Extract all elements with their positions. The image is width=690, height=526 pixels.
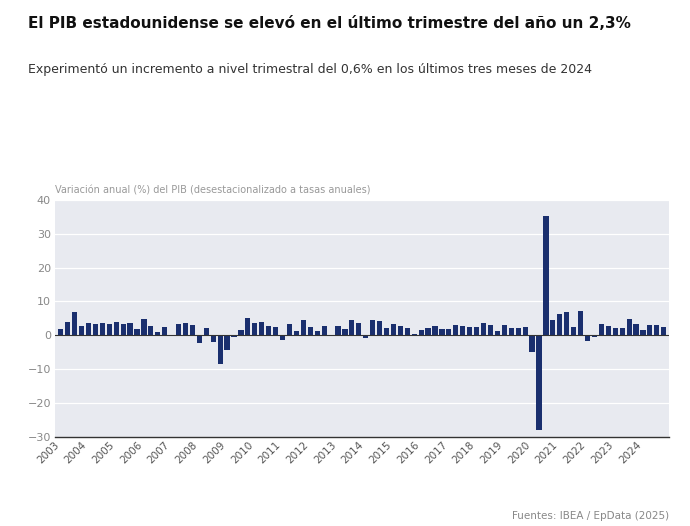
Bar <box>627 319 632 335</box>
Text: Fuentes: IBEA / EpData (2025): Fuentes: IBEA / EpData (2025) <box>512 511 669 521</box>
Bar <box>412 334 417 335</box>
Bar <box>613 328 618 335</box>
Bar <box>606 326 611 335</box>
Bar <box>287 325 292 335</box>
Bar <box>315 331 319 335</box>
Bar <box>245 318 250 335</box>
Bar <box>370 320 375 335</box>
Bar <box>363 335 368 338</box>
Bar <box>453 325 458 335</box>
Bar <box>335 326 341 335</box>
Bar <box>253 322 257 335</box>
Bar <box>322 326 327 335</box>
Text: Variación anual (%) del PIB (desestacionalizado a tasas anuales): Variación anual (%) del PIB (desestacion… <box>55 185 371 195</box>
Bar <box>509 328 514 335</box>
Bar <box>349 320 355 335</box>
Bar <box>550 320 555 335</box>
Bar <box>273 327 278 335</box>
Bar <box>578 311 583 335</box>
Bar <box>190 325 195 335</box>
Bar <box>460 326 465 335</box>
Bar <box>377 321 382 335</box>
Bar <box>259 322 264 335</box>
Bar <box>356 323 362 335</box>
Bar <box>585 335 590 340</box>
Bar <box>661 327 667 335</box>
Bar <box>446 329 451 335</box>
Bar <box>280 335 285 340</box>
Bar <box>640 330 646 335</box>
Bar <box>433 326 437 335</box>
Bar <box>100 323 105 335</box>
Bar <box>65 322 70 335</box>
Bar <box>419 330 424 335</box>
Bar <box>79 326 84 335</box>
Bar <box>495 331 500 335</box>
Bar <box>294 331 299 335</box>
Bar <box>515 328 521 335</box>
Bar <box>592 335 597 337</box>
Bar <box>391 325 396 335</box>
Bar <box>564 312 569 335</box>
Bar <box>536 335 542 430</box>
Bar <box>558 314 562 335</box>
Bar <box>522 327 528 335</box>
Bar <box>488 325 493 335</box>
Bar <box>92 325 98 335</box>
Bar <box>128 323 132 335</box>
Bar <box>620 328 624 335</box>
Bar <box>238 330 244 335</box>
Bar <box>183 323 188 335</box>
Bar <box>467 327 472 335</box>
Bar <box>529 335 535 352</box>
Bar <box>176 325 181 335</box>
Bar <box>301 320 306 335</box>
Bar <box>114 322 119 335</box>
Bar <box>121 323 126 335</box>
Bar <box>384 328 389 335</box>
Bar <box>654 325 660 335</box>
Bar <box>210 335 216 342</box>
Bar <box>308 327 313 335</box>
Bar <box>155 332 160 335</box>
Bar <box>86 323 91 335</box>
Bar <box>58 329 63 335</box>
Bar <box>474 327 480 335</box>
Bar <box>72 312 77 335</box>
Bar <box>162 327 167 335</box>
Bar <box>217 335 223 363</box>
Bar <box>148 326 153 335</box>
Bar <box>197 335 202 343</box>
Bar <box>224 335 230 350</box>
Bar <box>397 326 403 335</box>
Bar <box>204 328 209 335</box>
Bar <box>405 328 410 335</box>
Bar <box>633 323 639 335</box>
Bar <box>426 328 431 335</box>
Bar <box>135 329 139 335</box>
Bar <box>571 327 576 335</box>
Bar <box>481 323 486 335</box>
Bar <box>440 329 444 335</box>
Text: Experimentó un incremento a nivel trimestral del 0,6% en los últimos tres meses : Experimentó un incremento a nivel trimes… <box>28 63 591 76</box>
Bar <box>266 326 271 335</box>
Bar <box>107 325 112 335</box>
Bar <box>342 329 348 335</box>
Text: El PIB estadounidense se elevó en el último trimestre del año un 2,3%: El PIB estadounidense se elevó en el últ… <box>28 16 631 31</box>
Bar <box>599 325 604 335</box>
Bar <box>543 216 549 335</box>
Bar <box>647 325 653 335</box>
Bar <box>502 325 507 335</box>
Bar <box>231 335 237 337</box>
Bar <box>141 319 146 335</box>
